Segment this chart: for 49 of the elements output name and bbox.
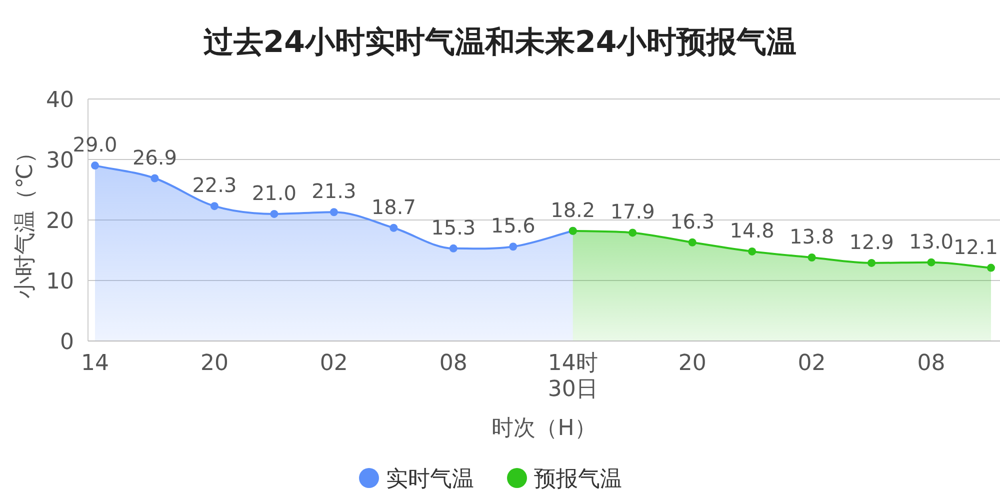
data-label: 13.8 [790,224,834,249]
data-label: 21.3 [312,179,356,204]
x-tick-label: 08 [439,351,468,376]
point [987,264,995,272]
y-tick-label: 30 [46,148,74,174]
point [91,162,99,170]
y-tick-label: 20 [46,209,74,234]
point [868,258,876,267]
point [688,238,696,246]
data-label: 18.2 [550,198,596,222]
data-label: 14.8 [730,218,774,242]
data-label: 17.9 [610,200,655,224]
x-tick-label: 20 [200,351,228,376]
point [150,174,159,182]
data-label: 21.0 [252,180,296,205]
point [390,224,398,232]
point [509,242,518,251]
data-label: 15.6 [490,214,536,238]
x-tick-label: 02 [320,351,348,376]
data-label: 26.9 [132,145,177,170]
x-tick-label: 20 [678,351,706,376]
y-tick-label: 40 [46,88,74,113]
point [748,247,756,256]
point [449,244,458,252]
data-label: 15.3 [431,215,476,240]
x-tick-label: 08 [917,351,946,376]
y-axis-title: 小时气温（℃） [13,142,38,298]
x-axis-title: 时次（H） [492,416,596,441]
point [927,258,936,266]
data-label: 29.0 [72,132,118,157]
point [330,208,338,216]
x-tick-label: 14时 30日 [548,351,598,402]
y-tick-label: 0 [60,330,74,355]
data-label: 22.3 [192,173,237,198]
legend-label: 预报气温 [534,467,622,492]
point [628,228,637,237]
data-label: 12.9 [849,230,894,254]
y-tick-label: 10 [46,270,74,294]
data-label: 12.1 [953,234,998,259]
data-label: 13.0 [909,229,954,254]
x-tick-label: 02 [798,351,826,376]
point [270,210,278,218]
point [210,202,218,210]
point [808,254,816,262]
chart-title: 过去24小时实时气温和未来24小时预报气温 [203,25,797,60]
legend-label: 实时气温 [386,467,474,492]
x-tick-label: 14 [81,351,109,376]
data-label: 16.3 [670,209,715,234]
data-label: 18.7 [371,194,416,219]
